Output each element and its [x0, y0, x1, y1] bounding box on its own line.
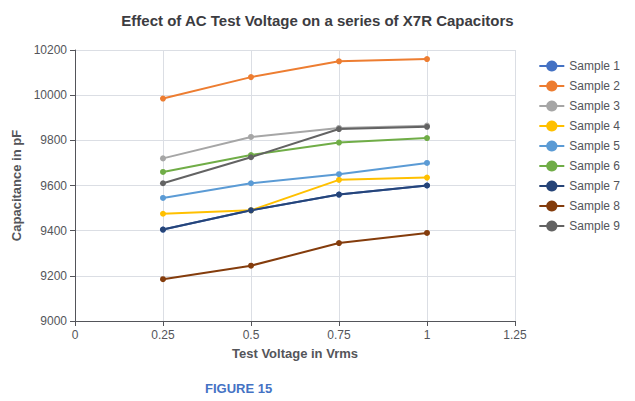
svg-text:FIGURE 15: FIGURE 15: [205, 381, 272, 396]
svg-text:Sample 7: Sample 7: [569, 179, 620, 193]
svg-text:1: 1: [424, 328, 431, 342]
svg-text:9800: 9800: [40, 133, 67, 147]
svg-text:Sample 3: Sample 3: [569, 99, 620, 113]
svg-text:9200: 9200: [40, 269, 67, 283]
svg-text:Sample 4: Sample 4: [569, 119, 620, 133]
svg-text:Effect of AC Test Voltage on a: Effect of AC Test Voltage on a series of…: [121, 12, 513, 29]
svg-text:1.25: 1.25: [503, 328, 527, 342]
svg-text:0.75: 0.75: [327, 328, 351, 342]
svg-text:0.25: 0.25: [151, 328, 175, 342]
svg-text:10200: 10200: [34, 43, 68, 57]
svg-text:9400: 9400: [40, 224, 67, 238]
svg-text:Sample 5: Sample 5: [569, 139, 620, 153]
svg-text:0.5: 0.5: [243, 328, 260, 342]
svg-text:Sample 9: Sample 9: [569, 219, 620, 233]
svg-text:0: 0: [72, 328, 79, 342]
svg-text:Test Voltage in Vrms: Test Voltage in Vrms: [232, 346, 358, 361]
svg-text:Sample 6: Sample 6: [569, 159, 620, 173]
svg-text:Capacitance in pF: Capacitance in pF: [9, 130, 24, 241]
svg-text:Sample 8: Sample 8: [569, 199, 620, 213]
svg-text:Sample 1: Sample 1: [569, 59, 620, 73]
svg-text:Sample 2: Sample 2: [569, 79, 620, 93]
svg-text:10000: 10000: [34, 88, 68, 102]
svg-text:9600: 9600: [40, 179, 67, 193]
svg-text:9000: 9000: [40, 314, 67, 328]
